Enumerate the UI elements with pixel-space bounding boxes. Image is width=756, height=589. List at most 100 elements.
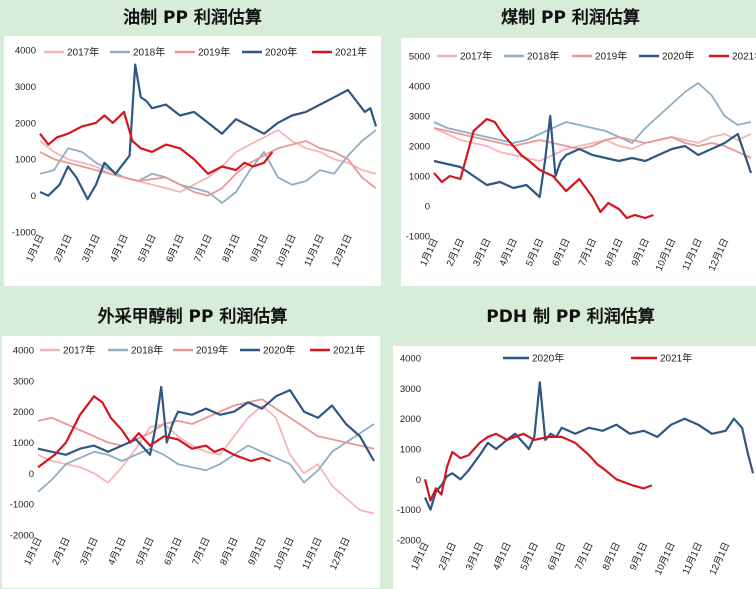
series-line-y2018 bbox=[37, 423, 375, 493]
x-tick-label: 10月1日 bbox=[274, 233, 299, 269]
y-tick-label: 2000 bbox=[13, 407, 34, 418]
x-tick-label: 7月1日 bbox=[192, 233, 214, 264]
x-tick-label: 10月1日 bbox=[654, 237, 679, 273]
legend-label: 2018年 bbox=[527, 50, 559, 63]
y-tick-label: -1000 bbox=[10, 500, 34, 511]
panel-oil-pp: 油制 PP 利润估算 -1000 0 1000 2000 3000 4000 1月1日 2月1… bbox=[0, 0, 385, 289]
x-tick-label: 10月1日 bbox=[653, 541, 678, 577]
y-tick-label: 4000 bbox=[400, 354, 421, 365]
x-tick-label: 5月1日 bbox=[519, 541, 541, 572]
x-tick-label: 3月1日 bbox=[471, 237, 493, 268]
x-tick-label: 3月1日 bbox=[464, 541, 486, 572]
series-line-y2020 bbox=[423, 381, 755, 511]
legend-label: 2018年 bbox=[133, 46, 165, 59]
x-tick-label: 5月1日 bbox=[136, 233, 158, 264]
x-tick-label: 9月1日 bbox=[630, 237, 652, 268]
x-tick-label: 7月1日 bbox=[190, 536, 212, 567]
x-tick-label: 5月1日 bbox=[134, 536, 156, 567]
legend-label: 2021年 bbox=[732, 50, 756, 63]
y-tick-label: 2000 bbox=[409, 142, 430, 153]
y-tick-label: 3000 bbox=[400, 384, 421, 395]
x-tick-label: 4月1日 bbox=[108, 233, 130, 264]
x-tick-label: 6月1日 bbox=[550, 237, 572, 268]
panel-pdh-pp: PDH 制 PP 利润估算 -2000 -1000 0 1000 2000 3000 400… bbox=[385, 292, 756, 589]
x-tick-label: 3月1日 bbox=[80, 233, 102, 264]
legend-label: 2019年 bbox=[595, 50, 627, 63]
chart-title: 外采甲醇制 PP 利润估算 bbox=[97, 307, 288, 327]
x-tick-label: 7月1日 bbox=[573, 541, 595, 572]
legend-label: 2017年 bbox=[63, 344, 95, 357]
x-tick-label: 12月1日 bbox=[330, 233, 355, 269]
y-tick-label: 0 bbox=[416, 475, 421, 486]
x-tick-label: 8月1日 bbox=[601, 541, 623, 572]
chart-title: PDH 制 PP 利润估算 bbox=[486, 307, 655, 327]
x-tick-label: 9月1日 bbox=[246, 536, 268, 567]
x-tick-label: 8月1日 bbox=[603, 237, 625, 268]
x-tick-label: 12月1日 bbox=[708, 541, 733, 577]
series-line-y2020 bbox=[433, 114, 753, 199]
x-tick-label: 4月1日 bbox=[106, 536, 128, 567]
x-tick-label: 6月1日 bbox=[546, 541, 568, 572]
y-tick-label: 2000 bbox=[15, 118, 36, 129]
y-tick-label: -1000 bbox=[397, 505, 421, 516]
chart-title: 油制 PP 利润估算 bbox=[123, 8, 262, 28]
series-line-y2021 bbox=[37, 395, 271, 469]
legend-label: 2021年 bbox=[335, 46, 367, 59]
x-tick-label: 12月1日 bbox=[328, 536, 353, 572]
y-tick-label: -2000 bbox=[397, 536, 421, 547]
y-tick-label: 4000 bbox=[15, 46, 36, 57]
series-line-y2017 bbox=[39, 129, 377, 193]
y-tick-label: -1000 bbox=[406, 232, 430, 243]
y-tick-label: 1000 bbox=[409, 172, 430, 183]
series-line-y2017 bbox=[37, 404, 375, 515]
series-line-y2020 bbox=[39, 63, 378, 201]
x-tick-label: 9月1日 bbox=[628, 541, 650, 572]
y-tick-label: 4000 bbox=[13, 346, 34, 357]
y-tick-label: 4000 bbox=[409, 82, 430, 93]
y-tick-label: 0 bbox=[29, 469, 34, 480]
y-tick-label: 2000 bbox=[400, 414, 421, 425]
x-tick-label: 2月1日 bbox=[52, 233, 74, 264]
x-tick-label: 6月1日 bbox=[162, 536, 184, 567]
x-tick-label: 7月1日 bbox=[577, 237, 599, 268]
legend-label: 2018年 bbox=[131, 344, 163, 357]
series-line-y2021 bbox=[39, 110, 274, 175]
x-tick-label: 3月1日 bbox=[78, 536, 100, 567]
panel-methanol-pp: 外采甲醇制 PP 利润估算 -2000 -1000 0 1000 2000 3000 400… bbox=[0, 292, 385, 589]
y-tick-label: -1000 bbox=[12, 228, 36, 239]
y-tick-label: -2000 bbox=[10, 531, 34, 542]
chart-area: -1000 0 1000 2000 3000 4000 1月1日 2月1日 3月1日 4月1日 5月… bbox=[4, 36, 381, 286]
chart-title: 煤制 PP 利润估算 bbox=[501, 8, 640, 28]
series-line-y2017 bbox=[433, 127, 752, 162]
y-tick-label: 3000 bbox=[15, 82, 36, 93]
legend-label: 2019年 bbox=[198, 46, 230, 59]
panel-coal-pp: 煤制 PP 利润估算 -1000 0 1000 2000 3000 4000 5000 1月1… bbox=[385, 0, 756, 289]
y-tick-label: 1000 bbox=[15, 155, 36, 166]
legend-label: 2017年 bbox=[67, 46, 99, 59]
x-tick-label: 6月1日 bbox=[164, 233, 186, 264]
series-line-y2018 bbox=[433, 82, 752, 144]
chart-area: -2000 -1000 0 1000 2000 3000 4000 1月1日 2月1日 3月1日 4… bbox=[2, 336, 380, 588]
x-tick-label: 2月1日 bbox=[445, 237, 467, 268]
series-line-y2019 bbox=[433, 127, 752, 159]
series-line-y2019 bbox=[37, 398, 375, 450]
x-tick-label: 11月1日 bbox=[300, 536, 324, 572]
series-line-y2021 bbox=[423, 432, 653, 502]
legend-label: 2019年 bbox=[196, 344, 228, 357]
legend-label: 2020年 bbox=[532, 352, 564, 365]
x-tick-label: 4月1日 bbox=[491, 541, 513, 572]
x-tick-label: 2月1日 bbox=[437, 541, 459, 572]
legend-label: 2020年 bbox=[662, 50, 694, 63]
legend-label: 2021年 bbox=[333, 344, 365, 357]
x-tick-label: 4月1日 bbox=[497, 237, 519, 268]
series-line-y2019 bbox=[39, 140, 377, 197]
legend-label: 2021年 bbox=[660, 352, 692, 365]
y-tick-label: 1000 bbox=[400, 445, 421, 456]
y-tick-label: 1000 bbox=[13, 438, 34, 449]
series-line-y2020 bbox=[37, 385, 375, 462]
x-tick-label: 10月1日 bbox=[272, 536, 297, 572]
chart-area: -2000 -1000 0 1000 2000 3000 4000 1月1日 2月1日 3月1日 4… bbox=[393, 346, 756, 589]
legend-label: 2017年 bbox=[460, 50, 492, 63]
